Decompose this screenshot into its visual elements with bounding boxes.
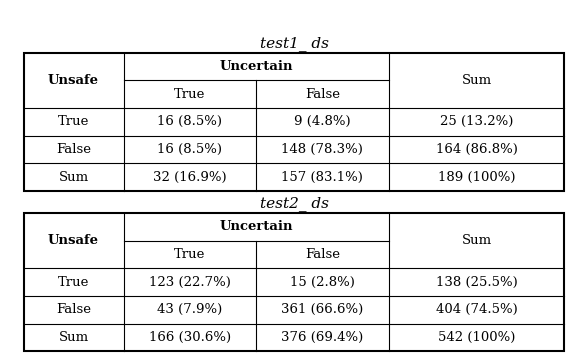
Text: 123 (22.7%): 123 (22.7%) [149,276,231,289]
Text: Sum: Sum [462,234,492,247]
Text: test1_ ds: test1_ ds [259,36,329,51]
Text: 25 (13.2%): 25 (13.2%) [440,115,513,128]
Text: True: True [58,276,89,289]
Text: True: True [58,115,89,128]
Text: False: False [56,143,91,156]
Text: 138 (25.5%): 138 (25.5%) [436,276,517,289]
Text: 542 (100%): 542 (100%) [438,331,515,344]
Text: 166 (30.6%): 166 (30.6%) [149,331,231,344]
Text: 148 (78.3%): 148 (78.3%) [282,143,363,156]
Text: Sum: Sum [462,74,492,87]
Text: 16 (8.5%): 16 (8.5%) [158,115,222,128]
Text: test2_ ds: test2_ ds [259,196,329,211]
Text: True: True [174,88,206,101]
Text: 164 (86.8%): 164 (86.8%) [436,143,517,156]
Text: Sum: Sum [58,171,89,184]
Text: Unsafe: Unsafe [48,234,99,247]
Text: False: False [305,88,340,101]
Text: 32 (16.9%): 32 (16.9%) [153,171,227,184]
Text: 376 (69.4%): 376 (69.4%) [281,331,363,344]
Text: False: False [56,303,91,316]
Text: Sum: Sum [58,331,89,344]
Text: 16 (8.5%): 16 (8.5%) [158,143,222,156]
Text: False: False [305,248,340,261]
Text: 15 (2.8%): 15 (2.8%) [290,276,355,289]
Text: Uncertain: Uncertain [219,60,293,73]
Text: Unsafe: Unsafe [48,74,99,87]
Text: 157 (83.1%): 157 (83.1%) [282,171,363,184]
Text: True: True [174,248,206,261]
Text: 43 (7.9%): 43 (7.9%) [157,303,222,316]
Bar [24,53,564,191]
Text: Uncertain: Uncertain [219,220,293,233]
Text: 404 (74.5%): 404 (74.5%) [436,303,517,316]
Text: 189 (100%): 189 (100%) [438,171,515,184]
Bar [24,213,564,351]
Text: 9 (4.8%): 9 (4.8%) [294,115,350,128]
Text: 361 (66.6%): 361 (66.6%) [281,303,363,316]
